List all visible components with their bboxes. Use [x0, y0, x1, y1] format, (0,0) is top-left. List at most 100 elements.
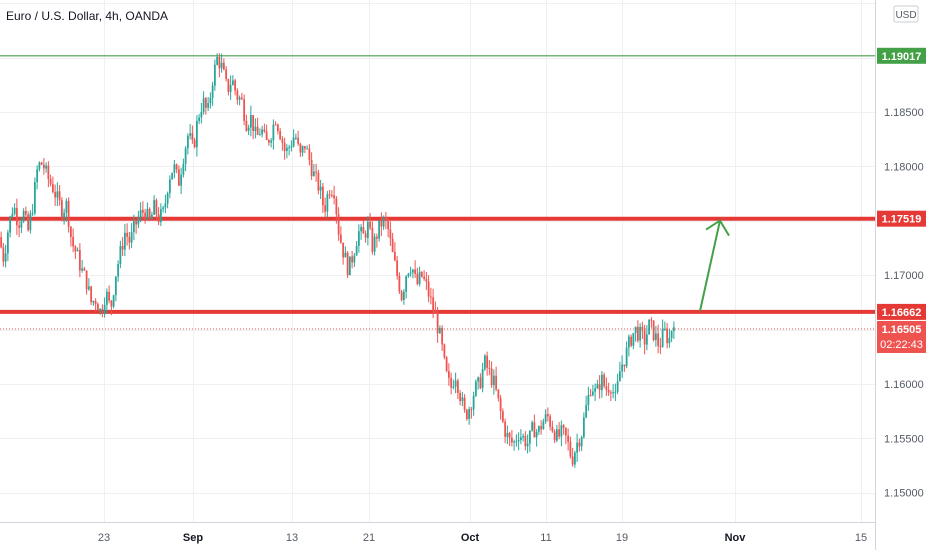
candle-body	[454, 380, 457, 387]
candle-body	[621, 364, 624, 372]
candle-body	[186, 135, 189, 149]
candle-body	[654, 333, 657, 340]
candle-body	[56, 191, 59, 198]
candle-body	[137, 217, 140, 225]
candle-body	[22, 210, 25, 222]
candle-body	[362, 227, 365, 234]
candle-body	[299, 143, 302, 153]
candle-body	[382, 217, 385, 227]
candle-body	[130, 232, 133, 243]
candle-body	[117, 264, 120, 277]
candle-body	[119, 245, 122, 265]
candle-body	[29, 213, 32, 231]
candle-body	[204, 98, 207, 108]
candle-body	[659, 345, 662, 347]
time-tick-label: 11	[540, 532, 551, 544]
candle-body	[38, 162, 41, 170]
candle-body	[670, 331, 673, 338]
candle-body	[76, 250, 79, 252]
candle-body	[609, 392, 612, 394]
candle-body	[49, 179, 52, 184]
currency-label: USD	[895, 10, 916, 21]
candle-body	[58, 191, 61, 201]
candle-body	[499, 398, 502, 412]
time-tick-label: Oct	[461, 532, 480, 544]
candle-body	[279, 131, 282, 140]
candle-body	[380, 220, 383, 227]
candle-body	[463, 397, 466, 410]
candle-body	[447, 371, 450, 378]
candle-body	[216, 56, 219, 65]
candle-body	[87, 286, 90, 290]
candle-body	[45, 165, 48, 169]
time-tick-label: 21	[363, 532, 375, 544]
candle-body	[490, 368, 493, 386]
candle-body	[240, 97, 243, 100]
candle-body	[146, 208, 149, 220]
candle-body	[666, 328, 669, 344]
candle-body	[234, 80, 237, 91]
candle-body	[513, 441, 516, 443]
candle-body	[27, 214, 30, 231]
candle-body	[648, 319, 651, 335]
candle-body	[587, 394, 590, 406]
candle-body	[135, 220, 138, 225]
candle-body	[252, 115, 255, 131]
last-price-tag	[877, 320, 926, 353]
candle-body	[481, 369, 484, 389]
candle-body	[418, 271, 421, 285]
candle-body	[33, 182, 36, 214]
candle-body	[301, 146, 304, 153]
price-tick-label: 1.16000	[884, 379, 924, 391]
candle-body	[522, 435, 525, 438]
candle-body	[312, 171, 315, 176]
candle-body	[510, 437, 513, 443]
candle-body	[360, 227, 363, 232]
candle-body	[533, 422, 536, 438]
candle-body	[211, 85, 214, 98]
projection-arrow-shaft[interactable]	[699, 220, 721, 312]
candle-body	[330, 195, 333, 197]
projection-arrow[interactable]	[699, 219, 730, 312]
candle-body	[231, 80, 234, 86]
candle-body	[632, 333, 635, 346]
candle-body	[83, 268, 86, 271]
candle-body	[254, 126, 257, 131]
grid-lines	[0, 0, 875, 522]
price-tick-label: 1.15000	[884, 488, 924, 500]
candle-body	[281, 139, 284, 143]
candle-body	[175, 164, 178, 170]
price-tick-label: 1.18000	[884, 161, 924, 173]
candle-body	[420, 271, 423, 277]
candle-body	[474, 381, 477, 396]
candle-body	[96, 304, 99, 311]
candle-body	[605, 386, 608, 391]
candle-body	[195, 120, 198, 148]
candle-body	[351, 256, 354, 263]
candle-body	[144, 212, 147, 220]
candle-body	[607, 390, 610, 393]
candle-body	[162, 207, 165, 210]
candle-body	[387, 220, 390, 230]
candle-body	[668, 337, 671, 344]
candle-body	[148, 208, 151, 220]
candle-body	[427, 281, 430, 297]
candle-body	[164, 203, 167, 208]
candle-body	[405, 276, 408, 292]
resistance-lower-price-tag	[877, 303, 926, 320]
candle-body	[432, 297, 435, 312]
time-axis[interactable]: 23 Sep 13 21 Oct 11 19 Nov 15	[98, 532, 867, 544]
candle-body	[90, 286, 93, 303]
resistance-upper-price-tag	[877, 210, 926, 227]
candle-body	[369, 221, 372, 228]
candle-body	[553, 431, 556, 441]
candle-body	[371, 227, 374, 252]
candle-body	[20, 221, 23, 228]
candle-body	[81, 268, 84, 271]
candle-body	[168, 179, 171, 194]
currency-badge[interactable]: USD	[893, 5, 919, 23]
candle-body	[573, 452, 576, 465]
candle-body	[616, 381, 619, 392]
